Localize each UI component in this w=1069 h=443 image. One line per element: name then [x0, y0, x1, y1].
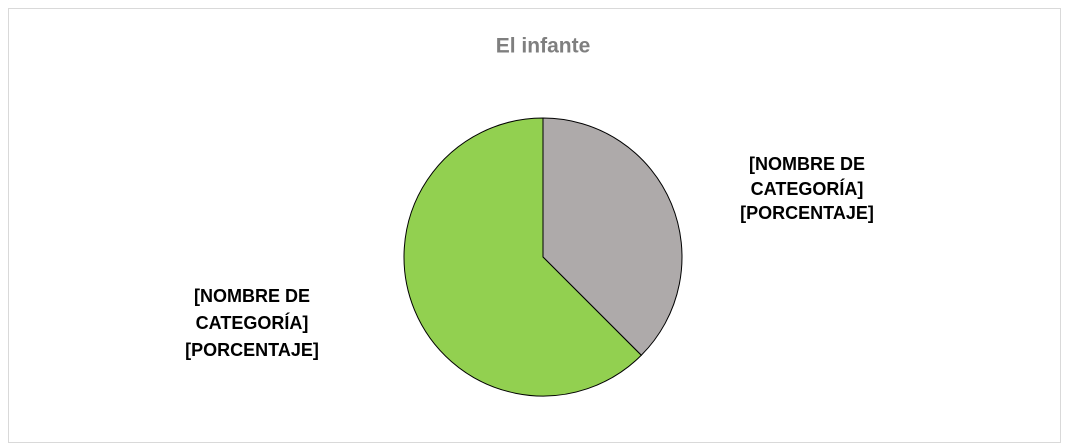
data-label: [NOMBRE DE [749, 154, 865, 174]
data-label: [PORCENTAJE] [185, 340, 319, 360]
data-label: CATEGORÍA] [196, 312, 309, 333]
data-label: CATEGORÍA] [751, 178, 864, 199]
pie-slice [542, 117, 683, 356]
pie-slice [403, 117, 642, 397]
data-label: [PORCENTAJE] [740, 203, 874, 223]
data-label: [NOMBRE DE [194, 286, 310, 306]
chart-title: El infante [496, 35, 591, 58]
